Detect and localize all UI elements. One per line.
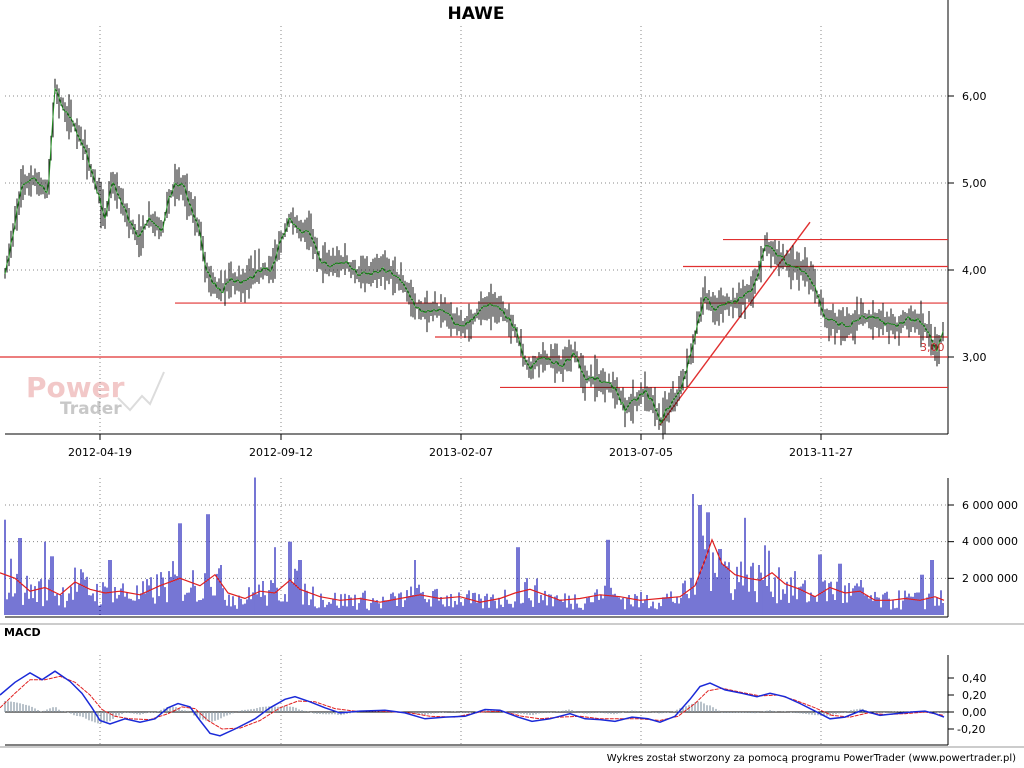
x-tick-label: 2013-11-27 <box>789 446 853 459</box>
price-y-tick: 3,00 <box>962 351 987 364</box>
close-price-line <box>4 87 944 425</box>
x-tick-label: 2012-04-19 <box>68 446 132 459</box>
grid <box>0 0 1024 748</box>
x-tick-label: 2012-09-12 <box>249 446 313 459</box>
chart-title: HAWE <box>448 4 505 24</box>
volume-y-tick: 6 000 000 <box>962 499 1018 512</box>
macd-line <box>0 670 945 737</box>
price-y-tick: 6,00 <box>962 90 987 103</box>
watermark-trader: Trader <box>60 399 122 419</box>
macd-y-tick: 0,40 <box>962 672 987 685</box>
macd-panel <box>0 670 948 737</box>
price-panel <box>0 78 948 440</box>
macd-y-tick: 0,00 <box>962 706 987 719</box>
volume-y-tick: 2 000 000 <box>962 572 1018 585</box>
macd-y-tick: 0,20 <box>962 689 987 702</box>
watermark-power: Power <box>26 371 125 404</box>
powertrader-watermark: Power Trader <box>26 371 165 419</box>
volume-moving-average <box>0 538 945 603</box>
price-y-tick: 4,00 <box>962 264 987 277</box>
x-tick-label: 2013-02-07 <box>429 446 493 459</box>
axes: 2012-04-19 2012-09-12 2013-02-07 2013-07… <box>4 90 1018 736</box>
price-y-tick: 5,00 <box>962 177 987 190</box>
macd-label: MACD <box>4 626 41 639</box>
footer-credit: Wykres został stworzony za pomocą progra… <box>607 753 1016 764</box>
volume-panel <box>0 477 945 615</box>
x-tick-label: 2013-07-05 <box>609 446 673 459</box>
last-value-label: 3,00 <box>920 341 945 354</box>
macd-y-tick: -0,20 <box>957 723 985 736</box>
volume-y-tick: 4 000 000 <box>962 535 1018 548</box>
